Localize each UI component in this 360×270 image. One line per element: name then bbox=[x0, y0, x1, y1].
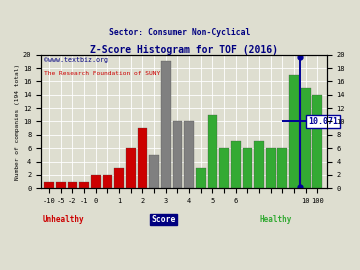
Bar bbox=[138, 128, 148, 188]
Text: Sector: Consumer Non-Cyclical: Sector: Consumer Non-Cyclical bbox=[109, 28, 251, 37]
Bar bbox=[266, 148, 276, 188]
Bar bbox=[196, 168, 206, 188]
Text: ©www.textbiz.org: ©www.textbiz.org bbox=[44, 58, 108, 63]
Bar bbox=[289, 75, 299, 188]
Bar bbox=[172, 122, 183, 188]
Title: Z-Score Histogram for TOF (2016): Z-Score Histogram for TOF (2016) bbox=[90, 45, 278, 55]
Bar bbox=[278, 148, 287, 188]
Y-axis label: Number of companies (194 total): Number of companies (194 total) bbox=[15, 63, 20, 180]
Bar bbox=[79, 181, 89, 188]
Text: The Research Foundation of SUNY: The Research Foundation of SUNY bbox=[44, 71, 160, 76]
Bar bbox=[312, 95, 323, 188]
Bar bbox=[126, 148, 136, 188]
Bar bbox=[56, 181, 66, 188]
Text: 10.071: 10.071 bbox=[308, 117, 338, 126]
Text: Score: Score bbox=[152, 215, 176, 224]
Text: Healthy: Healthy bbox=[259, 215, 292, 224]
Bar bbox=[103, 175, 112, 188]
Bar bbox=[114, 168, 124, 188]
Bar bbox=[44, 181, 54, 188]
Text: Unhealthy: Unhealthy bbox=[43, 215, 85, 224]
Bar bbox=[231, 141, 241, 188]
Bar bbox=[219, 148, 229, 188]
Bar bbox=[184, 122, 194, 188]
Bar bbox=[207, 115, 217, 188]
Bar bbox=[254, 141, 264, 188]
Bar bbox=[161, 61, 171, 188]
Bar bbox=[91, 175, 101, 188]
Bar bbox=[301, 88, 311, 188]
Bar bbox=[68, 181, 77, 188]
Bar bbox=[243, 148, 252, 188]
Bar bbox=[149, 155, 159, 188]
